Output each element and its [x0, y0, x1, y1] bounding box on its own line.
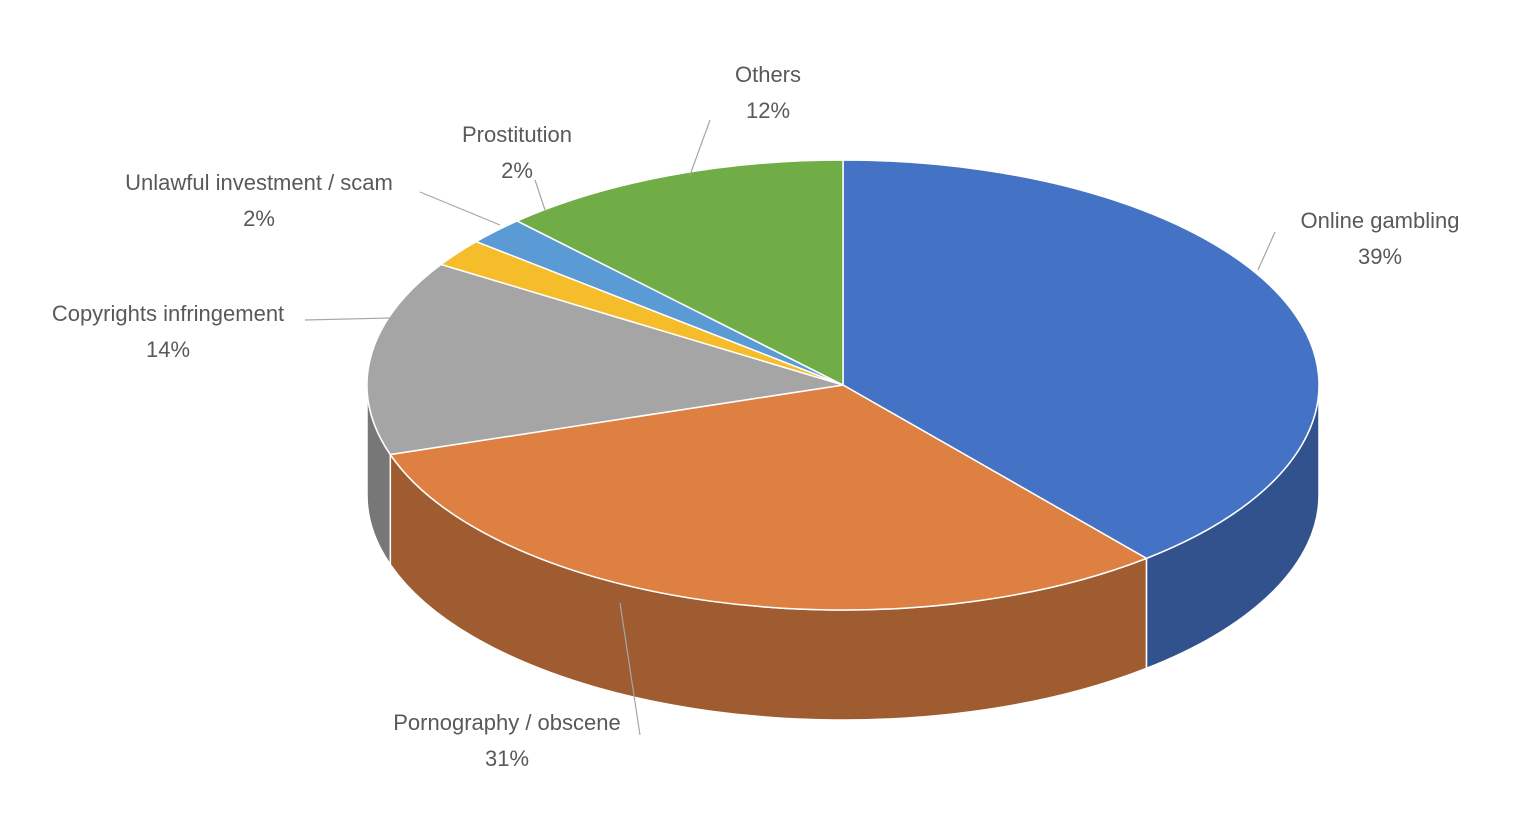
value-label: 2%	[243, 206, 275, 231]
category-label: Online gambling	[1301, 208, 1460, 233]
category-label: Unlawful investment / scam	[125, 170, 393, 195]
category-label: Pornography / obscene	[393, 710, 621, 735]
value-label: 39%	[1358, 244, 1402, 269]
leader-line	[689, 119, 711, 176]
leader-line	[619, 602, 641, 736]
value-label: 14%	[146, 337, 190, 362]
leader-line	[1257, 231, 1276, 271]
value-label: 31%	[485, 746, 529, 771]
leader-line	[534, 179, 546, 211]
slice	[388, 384, 1149, 611]
value-label: 2%	[501, 158, 533, 183]
slice	[515, 159, 844, 387]
category-label: Prostitution	[462, 122, 572, 147]
slice	[366, 263, 844, 456]
leader-line	[419, 191, 501, 226]
category-label: Copyrights infringement	[52, 301, 284, 326]
leader-line	[304, 317, 391, 321]
slice	[842, 159, 1320, 560]
value-label: 12%	[746, 98, 790, 123]
category-label: Others	[735, 62, 801, 87]
